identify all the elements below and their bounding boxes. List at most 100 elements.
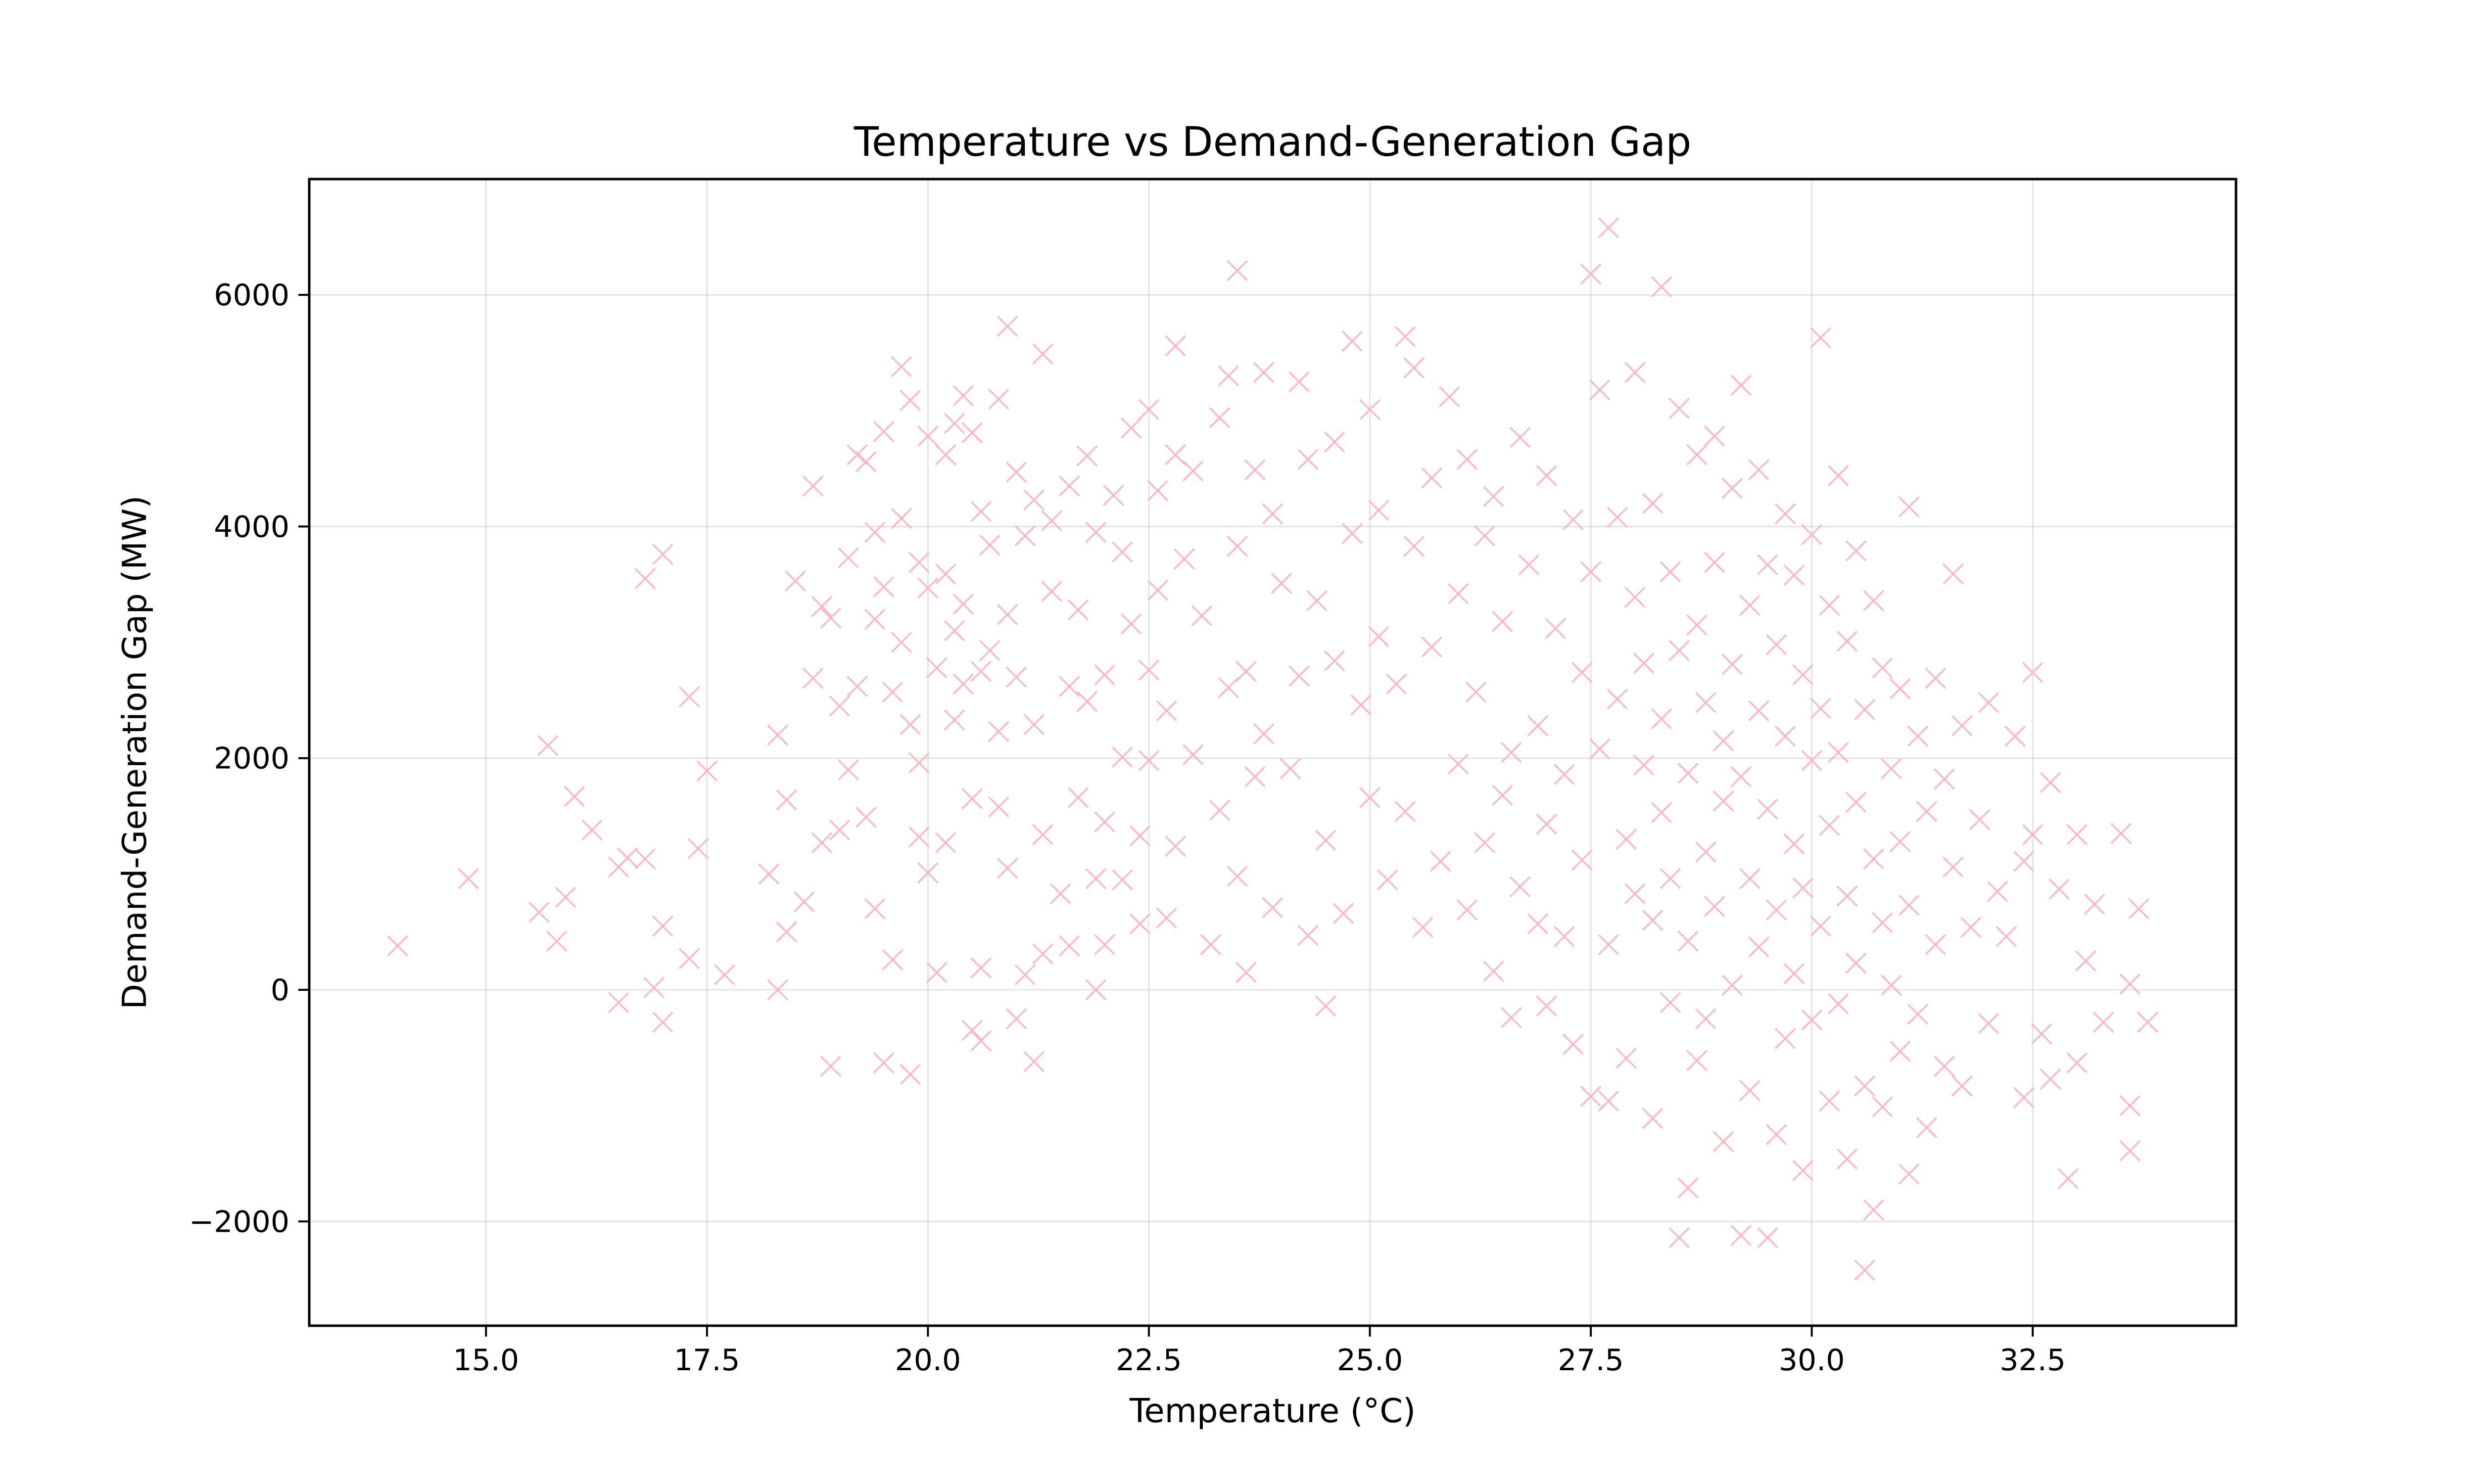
data-point [564, 786, 585, 807]
data-point [1129, 913, 1151, 934]
data-point [829, 696, 850, 717]
data-point [2119, 974, 2141, 995]
data-point [1271, 572, 1292, 594]
data-point [1660, 868, 1681, 889]
data-point [1739, 1080, 1760, 1101]
data-point [1668, 1227, 1690, 1249]
data-point [2110, 823, 2132, 844]
data-point [1483, 961, 1504, 982]
data-point [1385, 673, 1407, 695]
data-point [961, 422, 983, 444]
data-point [1138, 659, 1160, 681]
data-point [1774, 503, 1796, 524]
data-point [1713, 1131, 1734, 1152]
data-point [1589, 738, 1611, 760]
data-point [1739, 595, 1760, 616]
data-point [970, 501, 992, 522]
data-point [2004, 725, 2026, 747]
data-point [997, 857, 1018, 879]
data-point [1094, 934, 1115, 955]
data-point [970, 660, 992, 682]
data-point [1209, 799, 1231, 821]
data-point [1660, 992, 1681, 1013]
data-point [1174, 548, 1195, 570]
data-point [1412, 917, 1433, 938]
data-point [1633, 652, 1655, 674]
data-point [1951, 1075, 1973, 1097]
data-point [1394, 326, 1416, 347]
data-point [2093, 1012, 2114, 1033]
data-point [1032, 824, 1053, 845]
chart-title: Temperature vs Demand-Generation Gap [854, 119, 1692, 166]
data-point [944, 620, 965, 642]
data-point [617, 847, 638, 869]
data-point [1280, 758, 1301, 780]
data-point [1757, 798, 1778, 820]
data-point [1713, 730, 1734, 751]
data-point [1863, 1199, 1884, 1221]
data-point [1651, 276, 1672, 297]
data-point [1854, 699, 1876, 720]
data-point [1765, 899, 1787, 921]
y-axis-label: Demand-Generation Gap (MW) [115, 496, 154, 1010]
data-point [1872, 912, 1893, 933]
data-point [1447, 753, 1469, 775]
x-tick-label: 27.5 [1558, 1343, 1624, 1378]
data-point [608, 992, 629, 1013]
data-point [2022, 824, 2044, 845]
x-axis-label: Temperature (°C) [1129, 1391, 1416, 1430]
data-point [1827, 993, 1849, 1015]
data-point [847, 444, 868, 465]
data-point [678, 686, 700, 707]
data-point [1863, 590, 1884, 611]
data-point [1748, 936, 1769, 958]
data-point [1765, 634, 1787, 655]
x-tick-label: 22.5 [1116, 1343, 1182, 1378]
data-point [1085, 521, 1106, 543]
data-point [1447, 583, 1469, 604]
data-point [1183, 744, 1204, 765]
data-point [864, 521, 886, 543]
data-point [1677, 762, 1699, 784]
data-point [1527, 715, 1549, 737]
data-point [997, 316, 1018, 337]
data-point [1677, 930, 1699, 952]
data-point [873, 421, 895, 442]
data-point [687, 838, 709, 859]
data-point [1209, 407, 1231, 428]
data-point [1580, 1086, 1602, 1107]
data-point [1704, 896, 1725, 917]
data-point [1642, 493, 1664, 514]
data-point [1792, 877, 1813, 899]
data-point [1236, 962, 1257, 983]
data-point [1889, 831, 1911, 852]
data-point [944, 709, 965, 731]
data-point [2022, 662, 2044, 683]
data-point [1050, 883, 1071, 904]
data-point [1315, 830, 1336, 851]
data-point [1827, 742, 1849, 763]
data-point [1554, 926, 1575, 947]
data-point [1076, 445, 1098, 466]
data-point [1686, 444, 1708, 465]
data-point [387, 935, 408, 957]
data-point [891, 356, 912, 377]
data-point [1598, 1090, 1619, 1112]
data-point [988, 388, 1009, 410]
data-point [944, 413, 965, 434]
data-point [1978, 692, 1999, 713]
data-point [1819, 815, 1840, 836]
axis-ticks: 15.0 17.5 20.0 22.5 25.0 27.5 30.0 32.5 −2000 0 20… [189, 278, 2066, 1378]
data-point [1067, 787, 1089, 808]
data-point [1014, 525, 1036, 547]
data-point [1898, 496, 1920, 517]
data-point [1642, 1108, 1664, 1129]
data-point [1677, 1177, 1699, 1199]
data-point [908, 552, 930, 573]
data-point [1501, 1007, 1522, 1028]
data-point [997, 604, 1018, 625]
data-point [1686, 614, 1708, 636]
data-point [1112, 746, 1133, 768]
y-tick-label: 2000 [214, 742, 289, 776]
data-point [678, 948, 700, 970]
